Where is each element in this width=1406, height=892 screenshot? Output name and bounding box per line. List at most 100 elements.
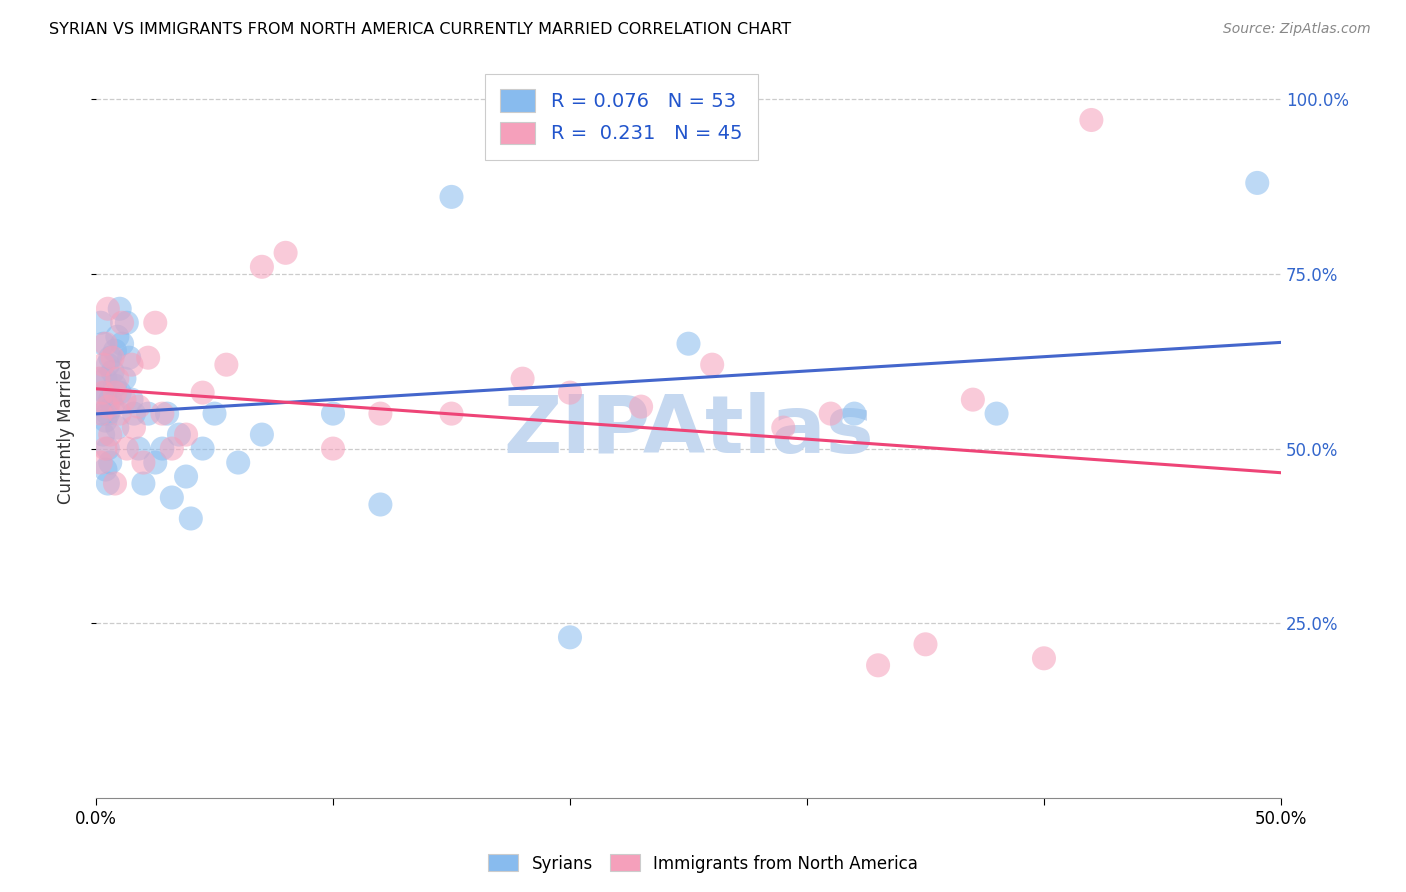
Point — [986, 407, 1008, 421]
Point — [98, 427, 121, 442]
Point — [97, 358, 120, 372]
Point — [226, 456, 249, 470]
Point — [108, 407, 131, 421]
Point — [962, 392, 984, 407]
Point — [191, 442, 214, 456]
Text: ZIPAtlas: ZIPAtlas — [503, 392, 875, 470]
Point — [91, 407, 114, 421]
Point — [91, 336, 114, 351]
Point — [98, 392, 121, 407]
Point — [97, 442, 120, 456]
Point — [274, 245, 297, 260]
Point — [91, 358, 114, 372]
Point — [440, 407, 463, 421]
Point — [105, 329, 128, 343]
Point — [914, 637, 936, 651]
Point — [91, 385, 114, 400]
Point — [558, 385, 581, 400]
Point — [118, 351, 141, 365]
Point — [97, 400, 120, 414]
Point — [128, 442, 150, 456]
Point — [104, 476, 127, 491]
Point — [844, 407, 866, 421]
Point — [630, 400, 652, 414]
Point — [512, 372, 534, 386]
Point — [94, 336, 117, 351]
Point — [150, 442, 173, 456]
Point — [160, 442, 183, 456]
Point — [87, 372, 110, 386]
Point — [1246, 176, 1268, 190]
Y-axis label: Currently Married: Currently Married — [58, 359, 75, 504]
Point — [115, 316, 138, 330]
Point — [322, 442, 344, 456]
Point — [122, 420, 145, 434]
Point — [1033, 651, 1056, 665]
Point — [104, 378, 127, 392]
Point — [132, 476, 155, 491]
Point — [136, 351, 159, 365]
Point — [104, 385, 127, 400]
Point — [558, 631, 581, 645]
Point — [160, 491, 183, 505]
Point — [121, 392, 143, 407]
Point — [678, 336, 700, 351]
Point — [105, 420, 128, 434]
Point — [94, 372, 117, 386]
Point — [215, 358, 238, 372]
Point — [250, 260, 273, 274]
Point — [440, 190, 463, 204]
Point — [104, 343, 127, 358]
Point — [90, 407, 112, 421]
Point — [167, 427, 190, 442]
Legend: R = 0.076   N = 53, R =  0.231   N = 45: R = 0.076 N = 53, R = 0.231 N = 45 — [485, 74, 758, 160]
Point — [128, 400, 150, 414]
Point — [94, 462, 117, 476]
Point — [108, 385, 131, 400]
Point — [114, 392, 136, 407]
Point — [87, 392, 110, 407]
Point — [143, 456, 166, 470]
Point — [143, 316, 166, 330]
Point — [370, 498, 392, 512]
Text: Source: ZipAtlas.com: Source: ZipAtlas.com — [1223, 22, 1371, 37]
Point — [90, 316, 112, 330]
Point — [820, 407, 842, 421]
Point — [1080, 113, 1102, 128]
Point — [94, 385, 117, 400]
Point — [174, 469, 197, 483]
Point — [150, 407, 173, 421]
Point — [322, 407, 344, 421]
Point — [94, 414, 117, 428]
Point — [101, 351, 124, 365]
Point — [108, 301, 131, 316]
Point — [111, 316, 134, 330]
Point — [250, 427, 273, 442]
Point — [114, 372, 136, 386]
Point — [98, 456, 121, 470]
Point — [101, 400, 124, 414]
Point — [121, 358, 143, 372]
Point — [97, 301, 120, 316]
Point — [772, 420, 794, 434]
Point — [97, 476, 120, 491]
Point — [122, 407, 145, 421]
Point — [132, 456, 155, 470]
Point — [868, 658, 890, 673]
Point — [111, 336, 134, 351]
Point — [156, 407, 179, 421]
Point — [90, 372, 112, 386]
Text: SYRIAN VS IMMIGRANTS FROM NORTH AMERICA CURRENTLY MARRIED CORRELATION CHART: SYRIAN VS IMMIGRANTS FROM NORTH AMERICA … — [49, 22, 792, 37]
Point — [97, 407, 120, 421]
Point — [91, 427, 114, 442]
Point — [98, 351, 121, 365]
Point — [101, 365, 124, 379]
Point — [115, 442, 138, 456]
Point — [191, 385, 214, 400]
Point — [204, 407, 226, 421]
Point — [105, 372, 128, 386]
Point — [702, 358, 724, 372]
Legend: Syrians, Immigrants from North America: Syrians, Immigrants from North America — [482, 847, 924, 880]
Point — [90, 456, 112, 470]
Point — [174, 427, 197, 442]
